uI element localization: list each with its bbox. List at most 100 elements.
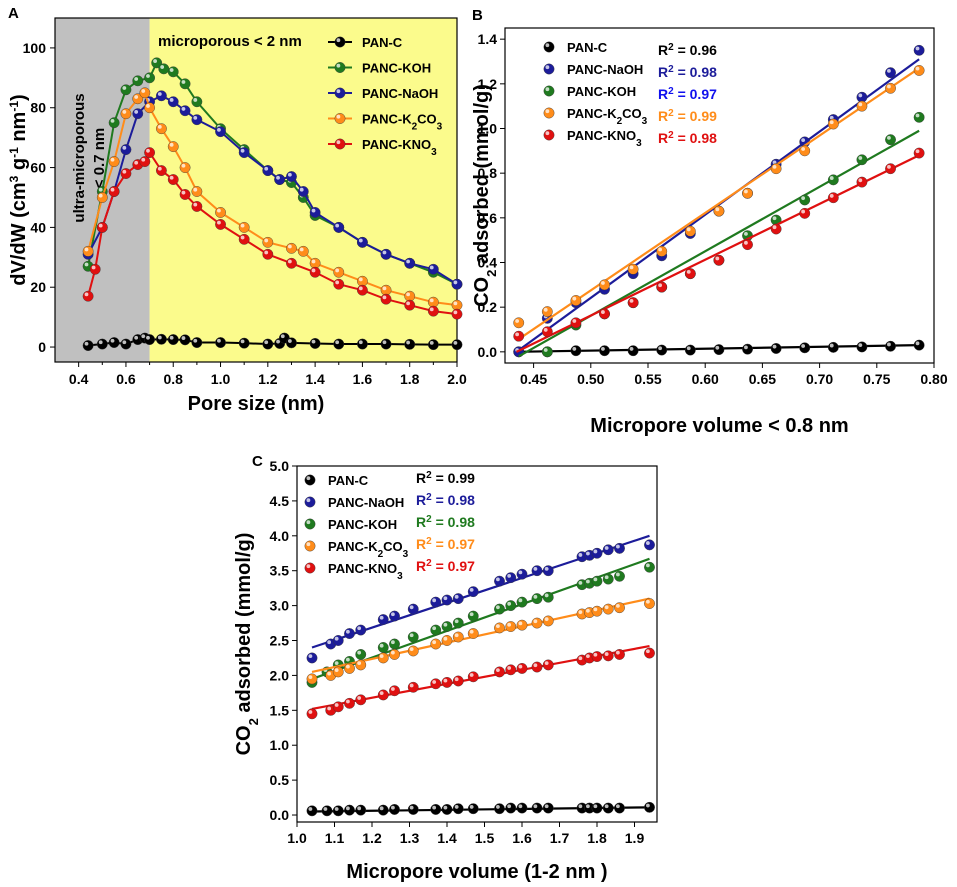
data-point-panckno3-highlight xyxy=(287,259,292,264)
legend-label-panckno3: PANC-KNO3 xyxy=(567,128,642,149)
data-point-panck2co3-highlight xyxy=(299,247,304,252)
data-point-panckno3 xyxy=(531,661,543,673)
legend-marker-panck2co3-highlight xyxy=(545,109,550,114)
data-point-panc-highlight xyxy=(432,805,437,810)
x-tick-label: 0.45 xyxy=(520,371,547,387)
data-point-panck2co3-highlight xyxy=(443,636,448,641)
data-point-panc xyxy=(531,802,543,814)
data-point-panc-highlight xyxy=(134,335,139,340)
data-point-panc-highlight xyxy=(593,804,598,809)
data-point-pancnaoh-highlight xyxy=(382,250,387,255)
data-point-panckno3 xyxy=(570,317,582,329)
data-point-panckoh-highlight xyxy=(578,580,583,585)
data-point-panc xyxy=(856,341,868,353)
data-point-pancnaoh xyxy=(357,236,368,248)
data-point-panckoh xyxy=(531,593,543,605)
data-point-panck2co3-highlight xyxy=(518,621,523,626)
data-point-panckno3-highlight xyxy=(744,240,748,245)
data-point-panckoh xyxy=(827,174,839,186)
data-point-panc xyxy=(309,338,321,349)
data-point-panc xyxy=(96,338,108,350)
legend-label-panc: PAN-C xyxy=(567,40,608,55)
data-point-panckoh-highlight xyxy=(443,622,448,627)
data-point-panc-highlight xyxy=(801,344,806,348)
data-point-pancnaoh xyxy=(644,539,655,551)
data-point-panck2co3 xyxy=(452,631,464,643)
data-point-pancnaoh xyxy=(120,144,132,156)
x-tick-label: 1.0 xyxy=(211,371,231,387)
panel-label-a: A xyxy=(8,5,19,22)
data-point-panckno3-highlight xyxy=(715,256,720,261)
data-point-panckno3-highlight xyxy=(518,664,523,669)
data-point-panc xyxy=(179,334,191,346)
data-point-panck2co3 xyxy=(262,236,274,248)
legend-label-panck2co3: PANC-K2CO3 xyxy=(567,106,648,127)
data-point-panck2co3-highlight xyxy=(264,238,269,243)
data-point-panck2co3 xyxy=(542,615,554,627)
data-point-panck2co3-highlight xyxy=(181,163,186,168)
data-point-panck2co3-highlight xyxy=(544,617,549,622)
series-c-panckoh xyxy=(306,557,655,688)
data-point-panckno3-highlight xyxy=(346,699,350,704)
data-point-panc-highlight xyxy=(357,806,362,811)
data-point-panck2co3-highlight xyxy=(686,227,691,232)
data-point-pancnaoh-highlight xyxy=(122,145,127,150)
data-point-panc-highlight xyxy=(453,340,458,345)
data-point-panckno3 xyxy=(742,239,753,251)
legend-label-pancnaoh: PANC-NaOH xyxy=(567,62,643,77)
data-point-panckno3 xyxy=(516,663,528,674)
data-point-panc xyxy=(570,345,582,357)
data-point-panckno3 xyxy=(541,326,553,338)
legend-b: PAN-C R2 = 0.96 PANC-NaOH R2 = 0.98 PANC-KOH… xyxy=(543,40,717,149)
data-point-pancnaoh-highlight xyxy=(346,629,350,634)
data-point-pancnaoh-highlight xyxy=(432,598,437,603)
data-point-panc-highlight xyxy=(715,345,720,350)
series-c-panc xyxy=(306,801,655,817)
data-point-panck2co3 xyxy=(713,205,725,217)
data-point-panckno3-highlight xyxy=(593,652,598,657)
data-point-panckno3 xyxy=(309,266,321,278)
y-tick-label: 0.6 xyxy=(478,210,498,226)
data-point-panck2co3 xyxy=(286,242,297,254)
data-point-panc xyxy=(441,804,453,815)
data-point-panckno3-highlight xyxy=(217,220,221,225)
data-point-panckno3 xyxy=(713,254,725,266)
data-point-panc xyxy=(799,342,811,354)
data-point-panck2co3-highlight xyxy=(134,95,139,99)
data-point-pancnaoh xyxy=(167,96,179,108)
data-point-panc xyxy=(885,340,896,352)
data-point-panck2co3-highlight xyxy=(858,102,863,107)
data-point-panc xyxy=(407,804,419,815)
data-point-pancnaoh xyxy=(344,628,355,639)
r2-value-pancnaoh: R2 = 0.98 xyxy=(658,64,717,81)
data-point-panck2co3-highlight xyxy=(887,84,891,89)
data-point-panc xyxy=(120,338,132,350)
data-point-panckno3-highlight xyxy=(141,157,146,162)
data-point-panckno3 xyxy=(89,263,101,275)
legend-label-pancnaoh: PANC-NaOH xyxy=(362,86,438,101)
data-point-panck2co3 xyxy=(306,673,318,685)
panel-label-c: C xyxy=(252,453,263,470)
fit-line-panck2co3 xyxy=(515,67,920,342)
data-point-panc xyxy=(333,338,345,350)
data-point-panck2co3 xyxy=(541,306,553,318)
data-point-panckno3 xyxy=(404,299,416,311)
data-point-panck2co3 xyxy=(513,317,525,329)
data-point-panckoh-highlight xyxy=(801,196,806,201)
data-point-panck2co3-highlight xyxy=(346,664,350,669)
data-point-pancnaoh-highlight xyxy=(496,577,500,582)
series-c-panckno3 xyxy=(306,645,655,720)
data-point-panc xyxy=(627,345,639,357)
data-point-panckoh-highlight xyxy=(134,77,139,81)
data-point-panc-highlight xyxy=(264,340,269,345)
data-point-panck2co3 xyxy=(827,118,839,130)
data-point-panckno3-highlight xyxy=(379,691,384,696)
data-point-panck2co3-highlight xyxy=(379,654,384,659)
x-tick-label: 0.75 xyxy=(863,371,890,387)
data-point-panckno3 xyxy=(120,168,132,179)
data-point-panckno3-highlight xyxy=(533,663,538,668)
data-point-pancnaoh-highlight xyxy=(544,567,549,571)
data-point-panckoh-highlight xyxy=(496,605,500,610)
data-point-panckoh xyxy=(441,621,453,632)
